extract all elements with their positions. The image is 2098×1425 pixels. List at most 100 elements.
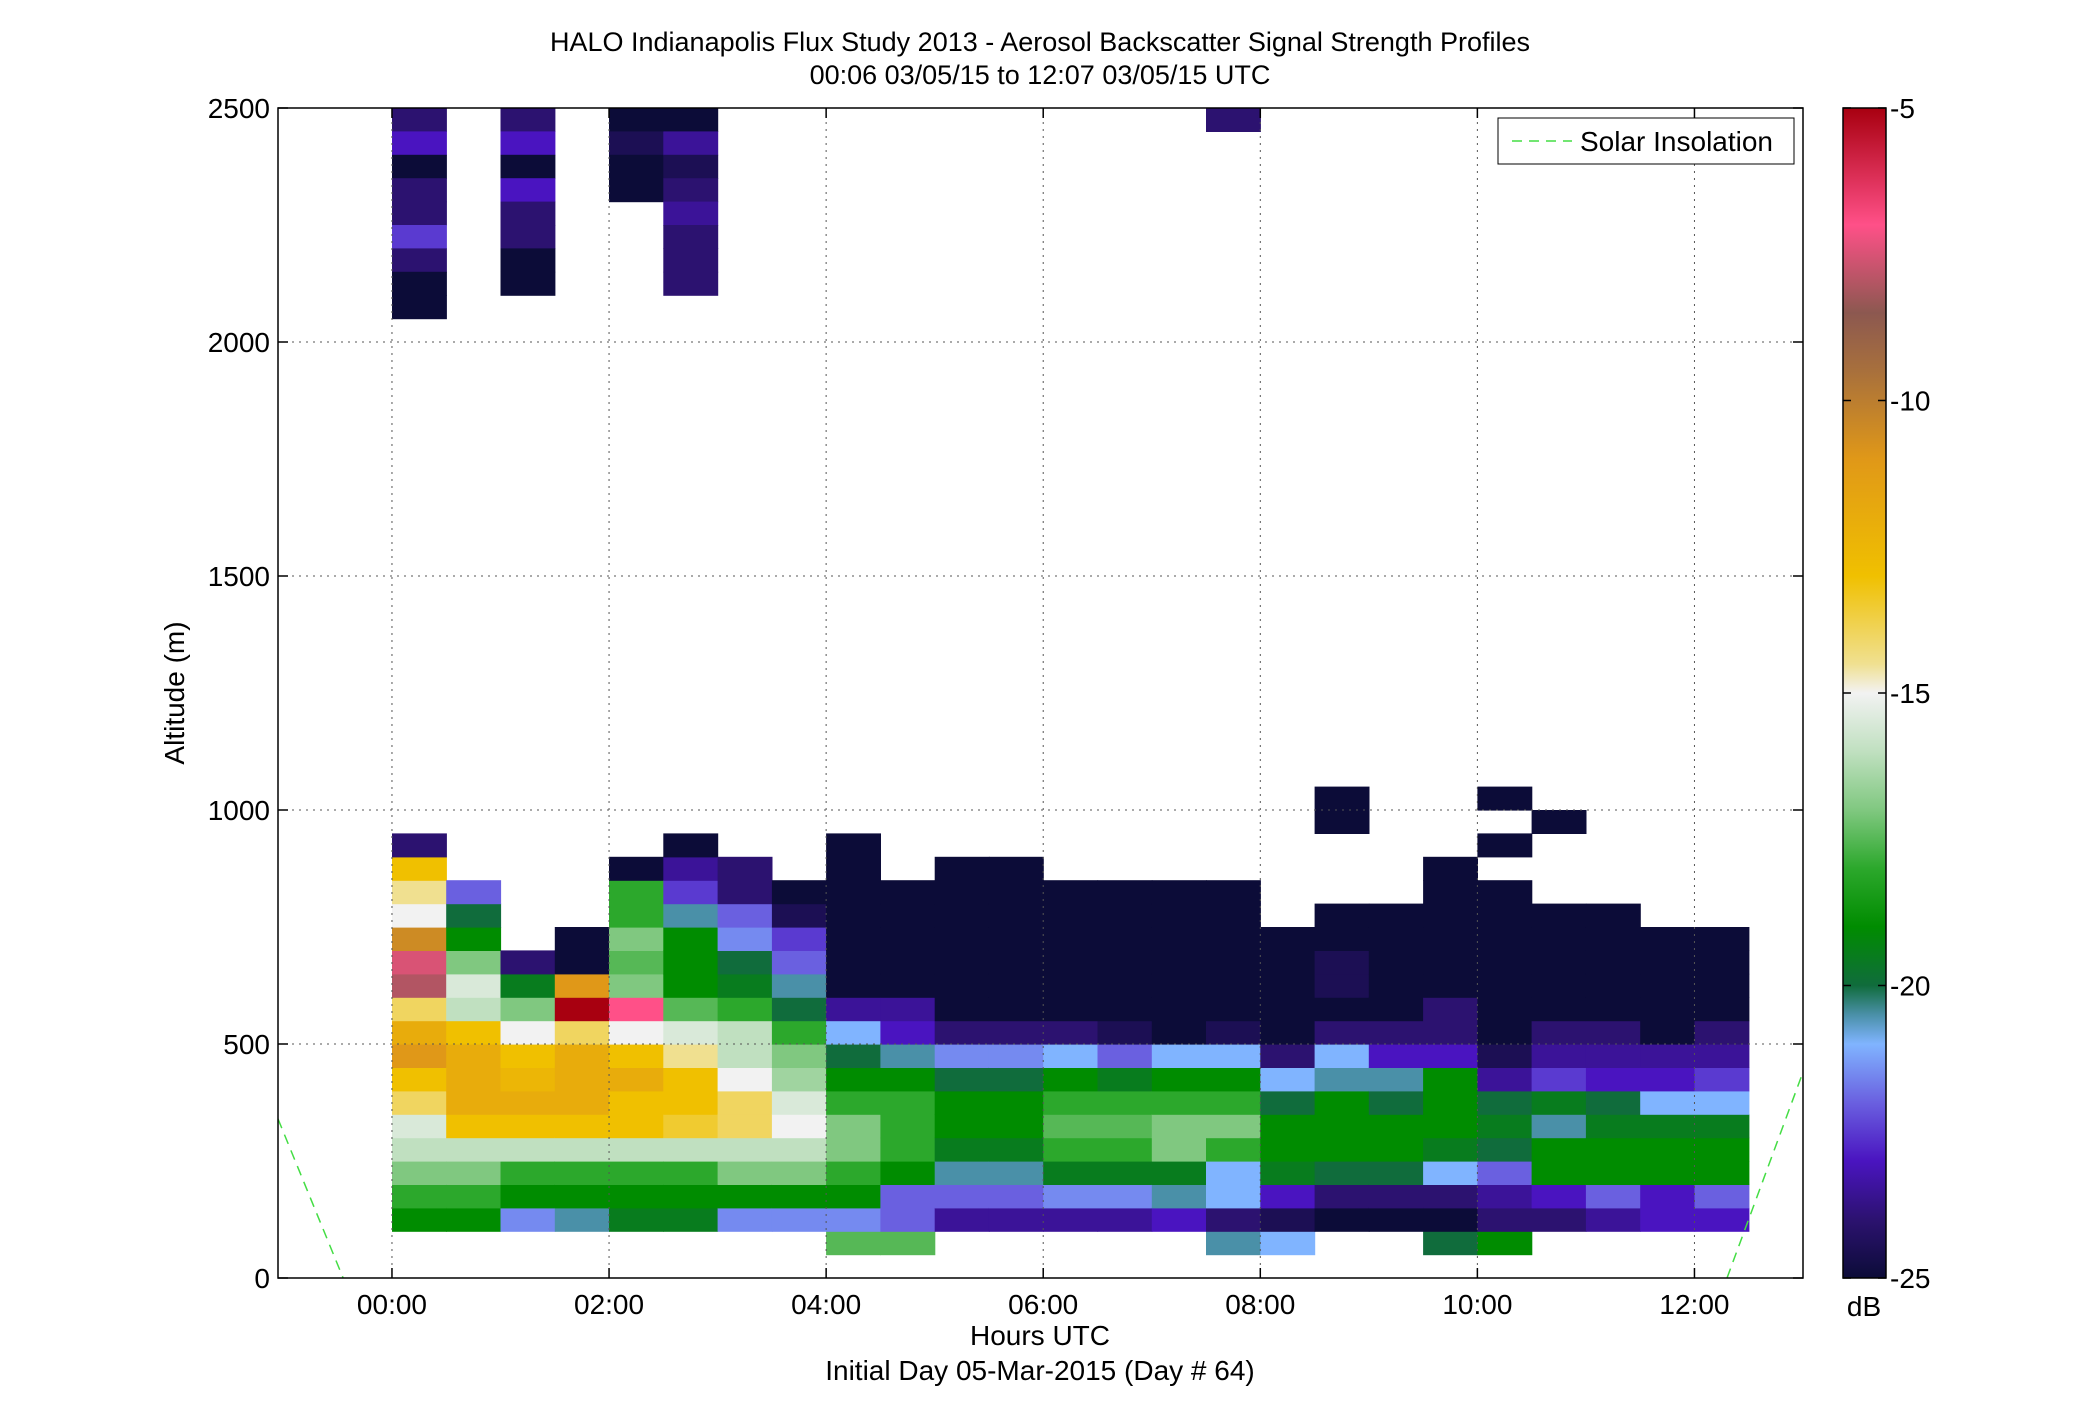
legend: Solar Insolation [1497,117,1795,165]
heatmap-cell [446,1137,502,1162]
heatmap-cell [1694,1067,1750,1092]
heatmap-cell [1368,1090,1424,1115]
heatmap-cell [1368,950,1424,975]
heatmap-cell [1314,973,1370,998]
heatmap-cell [934,1020,990,1045]
heatmap-cell [1043,880,1099,905]
heatmap-cell [1043,1207,1099,1232]
heatmap-cell [1477,973,1533,998]
heatmap-cell [771,1067,827,1092]
heatmap-cell [1423,1207,1478,1232]
heatmap-cell [1368,1044,1424,1068]
heatmap-cell [717,997,773,1022]
heatmap-cell [988,1067,1044,1092]
heatmap-cell [554,1090,610,1115]
heatmap-cell [1368,973,1424,998]
heatmap-cell [392,1114,447,1139]
heatmap-cell [1423,1161,1478,1185]
heatmap-cell [1531,927,1587,951]
heatmap-cell [663,248,719,273]
colorbar-tick-label: -25 [1890,1263,1930,1294]
heatmap-cell [1043,927,1099,951]
heatmap-cell [1585,1090,1641,1115]
heatmap-cell [1260,1231,1316,1256]
heatmap-cell [500,950,556,975]
heatmap-cell [554,1207,610,1232]
heatmap-cell [392,927,447,951]
heatmap-cell [392,903,447,928]
heatmap-cell [1477,1161,1533,1185]
heatmap-cell [500,1114,556,1139]
heatmap-cell [880,1161,936,1185]
heatmap-cell [663,1137,719,1162]
heatmap-cell [717,1207,773,1232]
heatmap-cell [717,1090,773,1115]
heatmap-cell [1694,1044,1750,1068]
heatmap-cell [1206,108,1261,132]
heatmap-cell [826,903,881,928]
heatmap-cell [934,1184,990,1209]
heatmap-cell [1314,1137,1370,1162]
heatmap-cell [663,225,719,249]
heatmap-cell [1314,786,1370,811]
heatmap-cell [1694,1090,1750,1115]
heatmap-cell [1531,903,1587,928]
heatmap-cell [1368,1114,1424,1139]
heatmap-cell [1694,1114,1750,1139]
heatmap-cell [663,1067,719,1092]
heatmap-cell [609,1137,664,1162]
heatmap-cell [1477,833,1533,858]
heatmap-cell [1694,973,1750,998]
heatmap-cell [446,1067,502,1092]
heatmap-cell [1206,1137,1261,1162]
heatmap-cell [826,1161,881,1185]
heatmap-cell [826,973,881,998]
heatmap-cell [1585,903,1641,928]
heatmap-cell [1531,1161,1587,1185]
heatmap-cell [500,1161,556,1185]
heatmap-cell [880,1067,936,1092]
heatmap-cell [1097,1161,1153,1185]
heatmap-cell [500,1090,556,1115]
heatmap-cell [988,1090,1044,1115]
heatmap-cell [826,1137,881,1162]
heatmap-cell [771,1137,827,1162]
heatmap-cell [1477,1207,1533,1232]
heatmap-cell [717,1067,773,1092]
heatmap-cell [717,973,773,998]
heatmap-cell [1423,1184,1478,1209]
heatmap-cell [934,856,990,881]
heatmap-cell [1097,1137,1153,1162]
y-tick-label: 2000 [208,327,270,358]
heatmap-cell [500,1207,556,1232]
heatmap-cell [1260,1044,1316,1068]
heatmap-cell [500,108,556,132]
heatmap-cell [1097,950,1153,975]
heatmap-cell [392,271,447,296]
heatmap-cell [1151,1137,1207,1162]
heatmap-cell [771,950,827,975]
heatmap-cell [392,1067,447,1092]
heatmap-cells [392,108,1750,1256]
heatmap-cell [392,201,447,226]
heatmap-cell [1097,1207,1153,1232]
heatmap-cell [1314,1184,1370,1209]
heatmap-cell [1477,1067,1533,1092]
x-axis-label: Hours UTC [970,1320,1110,1351]
heatmap-cell [934,1090,990,1115]
y-tick-label: 1500 [208,561,270,592]
heatmap-cell [1097,903,1153,928]
heatmap-cell [446,950,502,975]
heatmap-cell [934,1161,990,1185]
heatmap-cell [392,1090,447,1115]
heatmap-cell [771,927,827,951]
heatmap-cell [1585,927,1641,951]
heatmap-cell [1151,997,1207,1022]
heatmap-cell [717,927,773,951]
heatmap-cell [771,1044,827,1068]
heatmap-cell [717,1161,773,1185]
heatmap-cell [500,201,556,226]
heatmap-cell [1368,1137,1424,1162]
heatmap-cell [554,927,610,951]
